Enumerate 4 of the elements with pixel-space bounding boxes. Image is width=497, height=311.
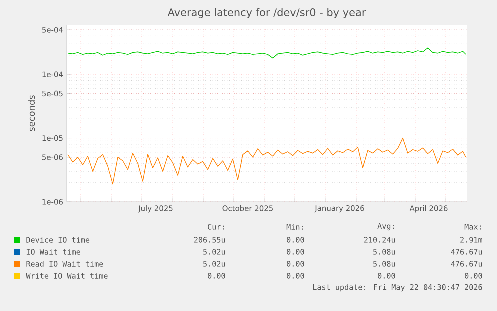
y-axis-title: seconds	[28, 96, 36, 132]
line-series	[68, 138, 466, 185]
chart-title: Average latency for /dev/sr0 - by year	[168, 8, 366, 18]
line-series	[68, 48, 466, 59]
